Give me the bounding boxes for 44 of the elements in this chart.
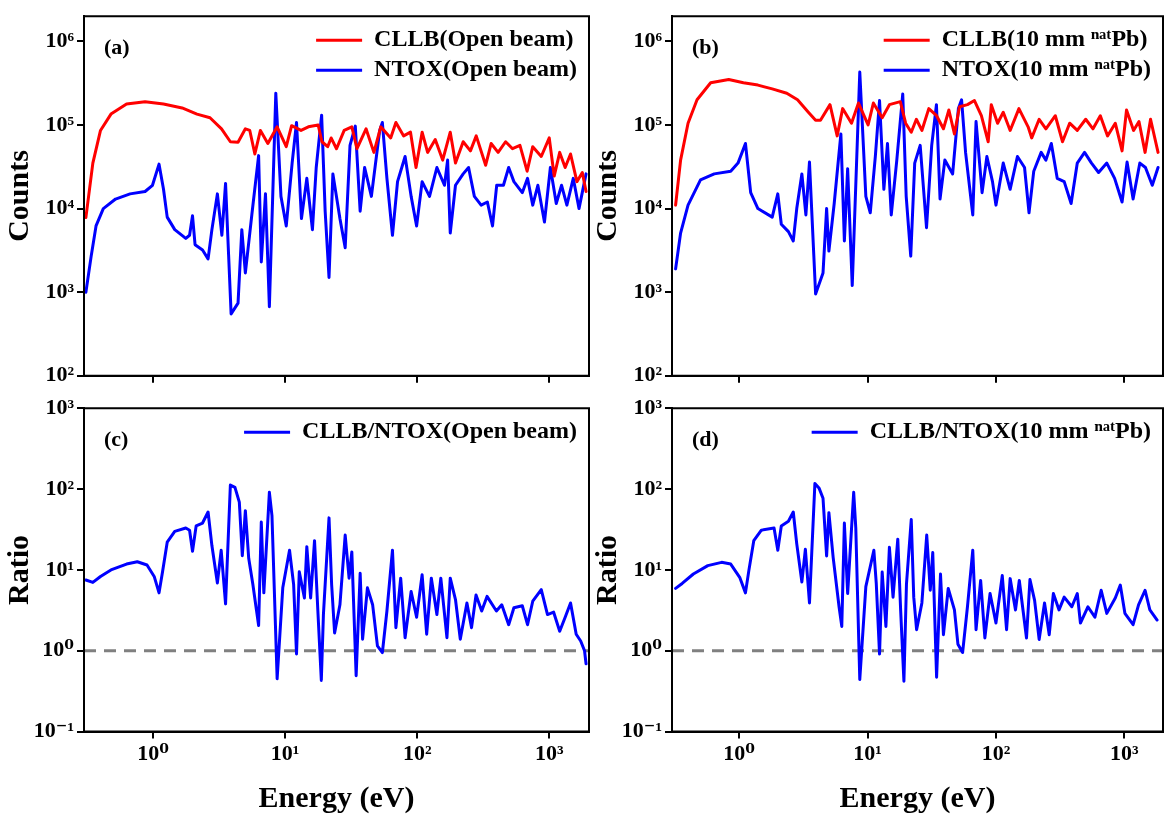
y-tick-label: 10¹	[633, 555, 662, 581]
y-tick-label: 10¹	[45, 555, 74, 581]
y-tick-label: 10²	[633, 474, 663, 500]
legend-label: CLLB(10 mm ⁿᵃᵗPb)	[941, 25, 1148, 52]
legend-label: CLLB/NTOX(10 mm ⁿᵃᵗPb)	[869, 417, 1151, 444]
y-axis-title: Counts	[0, 150, 34, 242]
legend-label: CLLB(Open beam)	[374, 25, 574, 52]
legend-label: NTOX(10 mm ⁿᵃᵗPb)	[941, 55, 1152, 82]
legend-label: CLLB/NTOX(Open beam)	[302, 417, 577, 444]
x-axis-title: Energy (eV)	[839, 779, 996, 814]
x-tick-label: 10⁰	[723, 740, 756, 766]
y-tick-label: 10⁻¹	[33, 717, 74, 743]
x-tick-label: 10¹	[270, 740, 300, 766]
annotation: (c)	[104, 425, 129, 451]
y-tick-label: 10⁴	[633, 194, 663, 220]
x-tick-label: 10¹	[853, 740, 882, 766]
y-tick-label: 10³	[45, 277, 75, 303]
y-tick-label: 10⁻¹	[621, 717, 662, 743]
y-tick-label: 10²	[633, 361, 663, 387]
annotation: (b)	[692, 33, 719, 59]
y-axis-title: Ratio	[0, 534, 34, 605]
y-tick-label: 10⁴	[45, 194, 75, 220]
y-tick-label: 10³	[45, 393, 75, 419]
x-tick-label: 10²	[981, 740, 1011, 766]
y-tick-label: 10²	[45, 474, 75, 500]
y-tick-label: 10⁰	[42, 636, 75, 662]
legend-label: NTOX(Open beam)	[374, 55, 578, 82]
annotation: (d)	[692, 425, 719, 451]
x-tick-label: 10³	[1110, 740, 1140, 766]
y-axis-title: Counts	[588, 150, 622, 242]
y-tick-label: 10⁵	[45, 110, 75, 136]
y-tick-label: 10³	[633, 277, 663, 303]
y-tick-label: 10²	[45, 361, 75, 387]
y-axis-title: Ratio	[588, 534, 622, 605]
y-tick-label: 10⁶	[633, 27, 663, 53]
annotation: (a)	[104, 33, 130, 59]
x-tick-label: 10³	[534, 740, 564, 766]
x-tick-label: 10²	[402, 740, 432, 766]
x-axis-title: Energy (eV)	[258, 779, 415, 814]
y-tick-label: 10³	[633, 393, 663, 419]
x-tick-label: 10⁰	[137, 740, 170, 766]
y-tick-label: 10⁵	[633, 110, 663, 136]
y-tick-label: 10⁶	[45, 27, 75, 53]
y-tick-label: 10⁰	[630, 636, 663, 662]
